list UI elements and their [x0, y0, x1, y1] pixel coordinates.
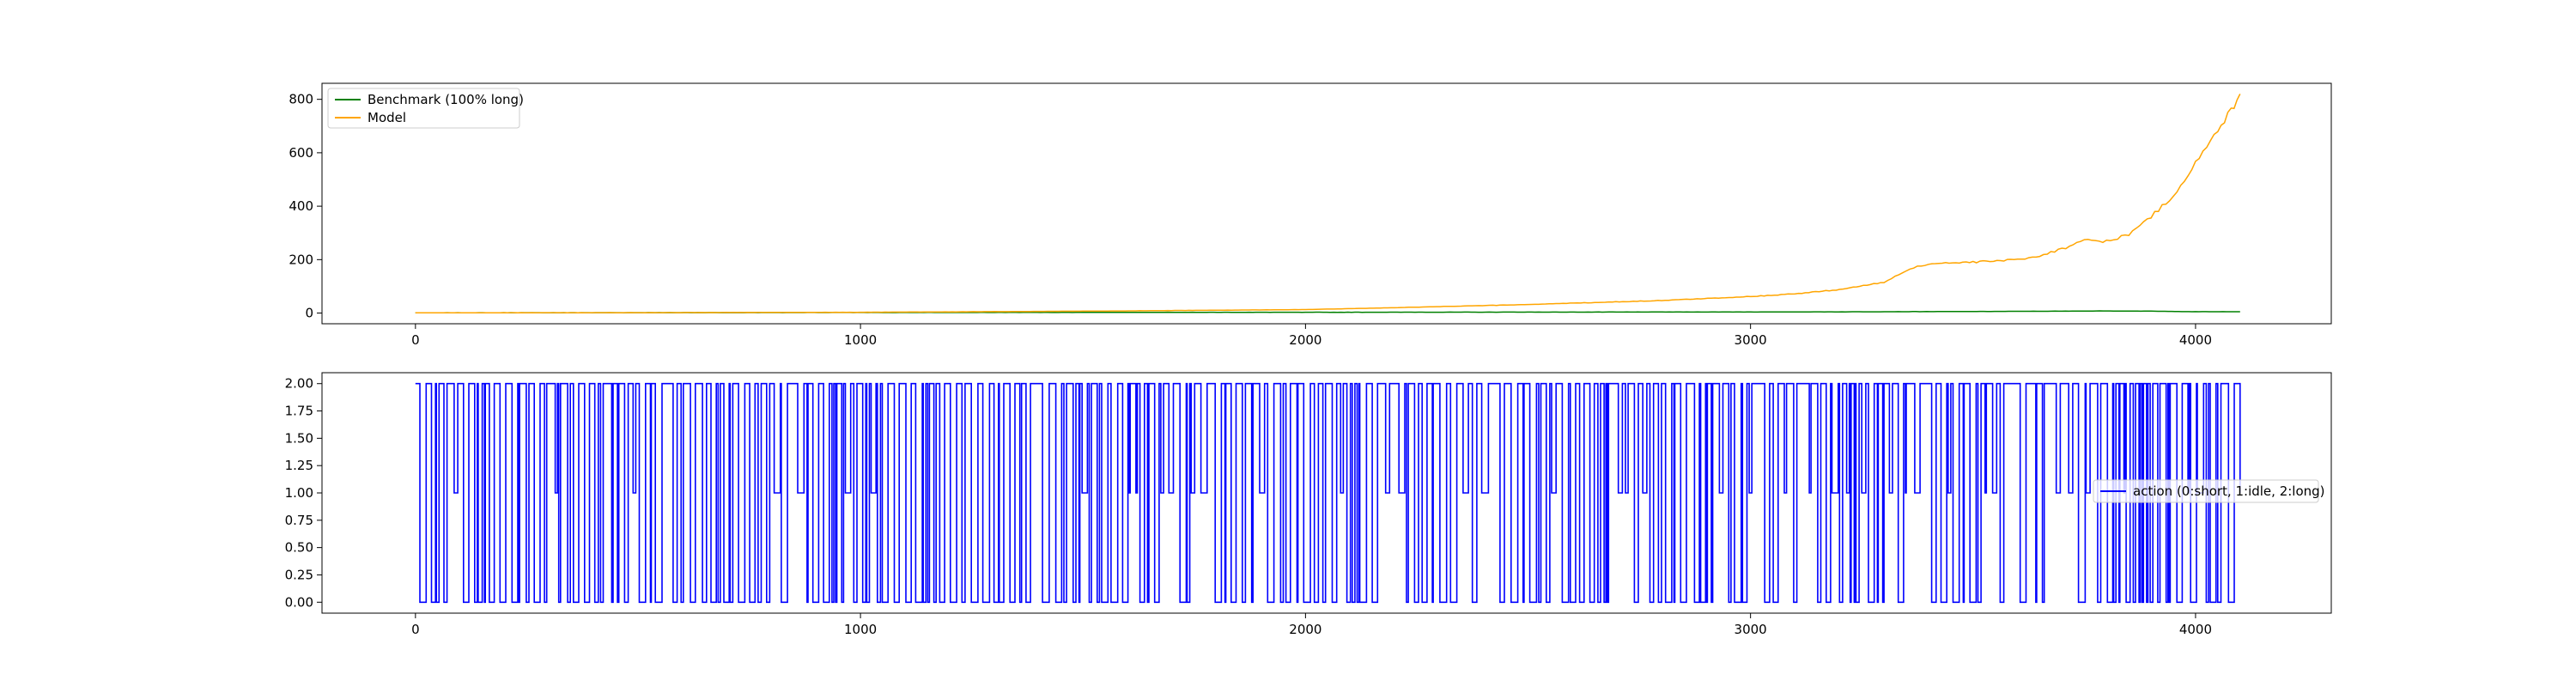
equity-plot-frame: [321, 82, 2332, 325]
equity-y-tick-label: 0: [305, 306, 313, 321]
legend-label-benchmark: Benchmark (100% long): [368, 92, 524, 107]
action-y-tick-label: 1.75: [285, 404, 313, 419]
action-x-tick-label: 4000: [2179, 622, 2212, 637]
action-y-axis: 0.00 0.25 0.50 0.75 1.00 1.25 1.50 1.75 2.00: [285, 376, 322, 610]
equity-chart: 0 1000 2000 3000 4000 0 200 400 600 800 Benchmar…: [289, 82, 2332, 348]
equity-y-tick-label: 800: [289, 92, 313, 107]
equity-y-axis: 0 200 400 600 800: [289, 92, 322, 321]
action-plot-frame: [321, 372, 2332, 614]
action-x-tick-label: 0: [411, 622, 420, 637]
action-y-tick-label: 0.50: [285, 540, 313, 556]
action-step-line: [415, 382, 2241, 604]
equity-x-axis: 0 1000 2000 3000 4000: [411, 324, 2212, 348]
equity-x-tick-label: 1000: [844, 332, 877, 348]
action-y-tick-label: 2.00: [285, 376, 313, 392]
equity-x-tick-label: 4000: [2179, 332, 2212, 348]
action-y-tick-label: 1.50: [285, 430, 313, 446]
action-y-tick-label: 0.75: [285, 513, 313, 528]
equity-legend: Benchmark (100% long) Model: [327, 88, 524, 129]
equity-series: [415, 94, 2241, 314]
equity-y-tick-label: 400: [289, 198, 313, 214]
action-legend-box: [2093, 479, 2319, 503]
action-x-tick-label: 3000: [1735, 622, 1767, 637]
action-x-axis: 0 1000 2000 3000 4000: [411, 613, 2212, 637]
action-y-tick-label: 0.25: [285, 567, 313, 582]
equity-y-tick-label: 200: [289, 252, 313, 267]
action-series: [415, 382, 2241, 604]
action-x-tick-label: 2000: [1289, 622, 1321, 637]
equity-x-tick-label: 3000: [1735, 332, 1767, 348]
legend-label-action: action (0:short, 1:idle, 2:long): [2133, 483, 2325, 499]
equity-y-tick-label: 600: [289, 145, 313, 161]
action-x-tick-label: 1000: [844, 622, 877, 637]
equity-legend-box: [327, 88, 520, 129]
legend-label-model: Model: [368, 110, 406, 125]
action-y-tick-label: 0.00: [285, 594, 313, 610]
action-chart: 0 1000 2000 3000 4000 0.00 0.25 0.50 0.75 1.00 1.…: [285, 372, 2332, 637]
action-legend: action (0:short, 1:idle, 2:long): [2093, 479, 2325, 503]
equity-x-tick-label: 0: [411, 332, 420, 348]
action-y-tick-label: 1.25: [285, 458, 313, 473]
action-y-tick-label: 1.00: [285, 485, 313, 501]
series-line-1: [415, 94, 2241, 314]
equity-x-tick-label: 2000: [1289, 332, 1321, 348]
